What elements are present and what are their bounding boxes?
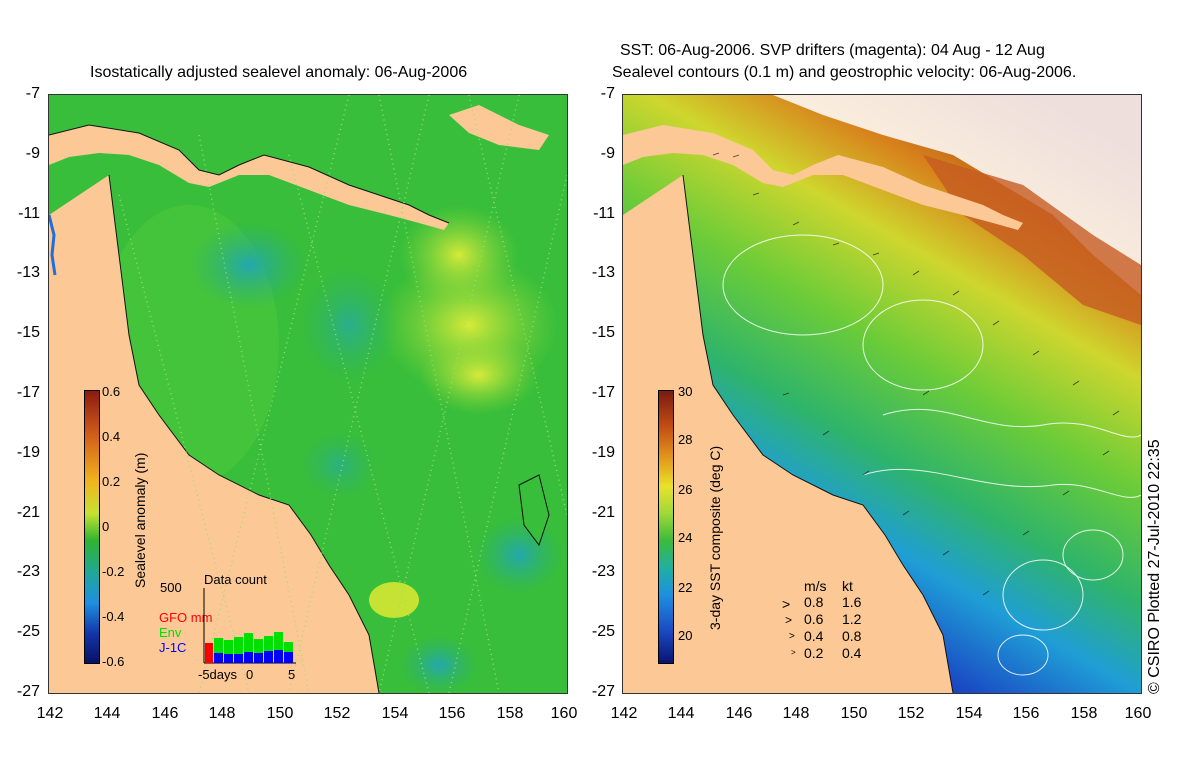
plot-credit: © CSIRO Plotted 27-Jul-2010 22:35 <box>1146 439 1163 694</box>
left-y-tick: -25 <box>16 623 40 640</box>
left-y-tick: -21 <box>16 504 40 521</box>
left-x-tick: 142 <box>36 705 64 722</box>
legend-gfo: GFO mm <box>159 610 213 625</box>
sst-cbar-tick: 30 <box>678 384 693 399</box>
sst-colorbar <box>658 390 674 664</box>
velocity-header-ms: m/s <box>804 578 827 594</box>
left-y-tick: -11 <box>18 205 40 222</box>
right-y-tick: -17 <box>591 384 615 401</box>
sst-cbar-tick: 22 <box>678 580 693 595</box>
data-count-inset: Data count 500 GFO mm Env J-1C -5days 0 … <box>156 570 306 685</box>
sst-cbar-tick: 28 <box>678 432 693 447</box>
sealevel-cbar-tick: 0.4 <box>102 429 121 444</box>
velocity-arrow-icon: > <box>782 596 791 612</box>
sst-cbar-tick: 26 <box>678 482 693 497</box>
left-x-tick: 146 <box>151 705 179 722</box>
sealevel-cbar-tick: 0 <box>102 519 110 534</box>
data-count-title: Data count <box>204 572 267 587</box>
right-y-tick: -13 <box>591 264 615 281</box>
right-x-tick: 150 <box>840 705 868 722</box>
velocity-ms: 0.6 <box>804 611 824 627</box>
velocity-arrow-icon: > <box>791 648 796 657</box>
right-x-tick: 152 <box>897 705 925 722</box>
left-y-tick: -13 <box>16 264 40 281</box>
right-y-tick: -21 <box>591 504 615 521</box>
left-y-tick: -9 <box>25 145 40 162</box>
velocity-ms: 0.4 <box>804 628 824 644</box>
right-x-tick: 154 <box>955 705 983 722</box>
sst-map-svg <box>623 95 1141 693</box>
left-x-tick: 158 <box>496 705 524 722</box>
sst-cbar-label: 3-day SST composite (deg C) <box>707 445 723 630</box>
left-y-tick: -15 <box>16 324 40 341</box>
left-x-tick: 144 <box>93 705 121 722</box>
data-count-xlabel-right: 5 <box>288 667 296 682</box>
left-x-tick: 160 <box>550 705 578 722</box>
sealevel-cbar-label: Sealevel anomaly (m) <box>132 452 148 588</box>
velocity-arrow-icon: > <box>785 613 793 627</box>
sst-map <box>622 94 1142 694</box>
data-count-xlabel-mid: 0 <box>246 667 254 682</box>
right-y-tick: -15 <box>591 324 615 341</box>
sealevel-cbar-tick: -0.2 <box>102 564 125 579</box>
left-y-tick: -23 <box>16 563 40 580</box>
sealevel-anomaly-map <box>48 94 568 694</box>
right-y-tick: -19 <box>591 444 615 461</box>
velocity-arrow-icon: > <box>789 631 795 642</box>
velocity-kt: 1.6 <box>842 594 862 610</box>
data-count-bars <box>203 588 296 664</box>
sealevel-cbar-tick: -0.6 <box>102 654 125 669</box>
right-x-tick: 156 <box>1012 705 1040 722</box>
left-y-tick: -27 <box>16 683 40 700</box>
right-panel-title-line2: Sealevel contours (0.1 m) and geostrophi… <box>612 64 1077 81</box>
velocity-kt: 1.2 <box>842 611 862 627</box>
legend-j1c: J-1C <box>159 640 187 655</box>
right-y-tick: -11 <box>593 205 615 222</box>
left-y-tick: -19 <box>16 444 40 461</box>
sealevel-cbar-tick: 0.6 <box>102 384 121 399</box>
left-y-tick: -17 <box>16 384 40 401</box>
right-x-tick: 148 <box>782 705 810 722</box>
left-x-tick: 152 <box>323 705 351 722</box>
right-x-tick: 146 <box>725 705 753 722</box>
right-x-tick: 142 <box>610 705 638 722</box>
left-y-tick: -7 <box>25 85 40 102</box>
left-x-tick: 156 <box>438 705 466 722</box>
left-x-tick: 148 <box>208 705 236 722</box>
velocity-ms: 0.2 <box>804 645 824 661</box>
sealevel-colorbar <box>84 390 100 664</box>
velocity-legend: m/s kt > 0.8 1.6 > 0.6 1.2 > 0.4 0.8 > 0… <box>780 578 880 668</box>
right-x-tick: 144 <box>667 705 695 722</box>
velocity-kt: 0.4 <box>842 645 862 661</box>
right-y-tick: -27 <box>591 683 615 700</box>
sealevel-cbar-tick: 0.2 <box>102 474 121 489</box>
data-count-max: 500 <box>160 580 182 595</box>
left-panel-title: Isostatically adjusted sealevel anomaly:… <box>90 64 468 81</box>
velocity-kt: 0.8 <box>842 628 862 644</box>
right-panel-title-line1: SST: 06-Aug-2006. SVP drifters (magenta)… <box>620 42 1045 59</box>
velocity-header-kt: kt <box>842 578 853 594</box>
left-x-tick: 150 <box>266 705 294 722</box>
right-y-tick: -7 <box>600 85 615 102</box>
velocity-ms: 0.8 <box>804 594 824 610</box>
sealevel-map-svg <box>49 95 567 693</box>
right-y-tick: -9 <box>600 145 615 162</box>
data-count-xlabel-left: -5days <box>198 667 238 682</box>
legend-env: Env <box>159 625 182 640</box>
sst-cbar-tick: 20 <box>678 628 693 643</box>
right-y-tick: -25 <box>591 623 615 640</box>
right-y-tick: -23 <box>591 563 615 580</box>
sealevel-cbar-tick: -0.4 <box>102 609 125 624</box>
sst-cbar-tick: 24 <box>678 530 693 545</box>
right-x-tick: 160 <box>1124 705 1152 722</box>
right-x-tick: 158 <box>1070 705 1098 722</box>
left-x-tick: 154 <box>381 705 409 722</box>
